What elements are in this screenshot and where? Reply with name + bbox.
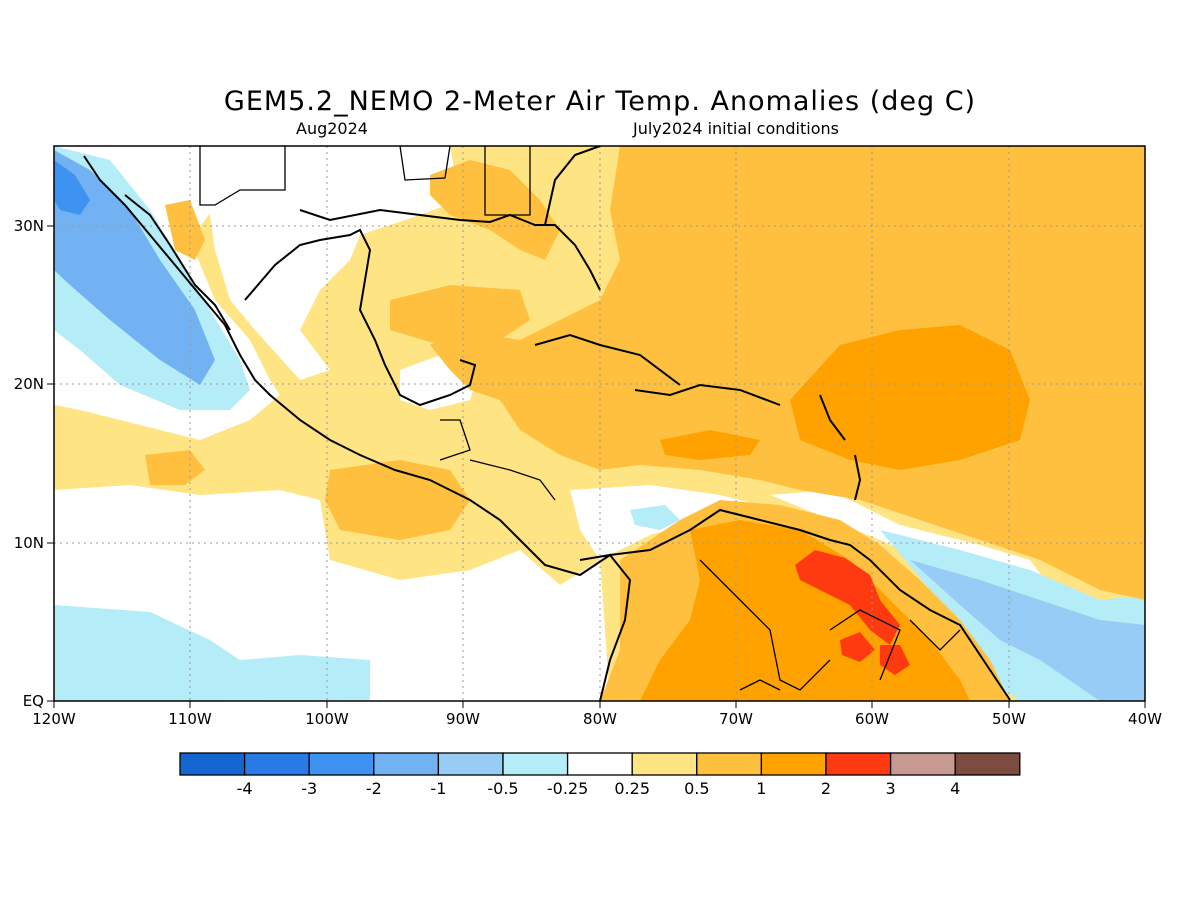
warm-strong-caribbean [660,430,760,460]
valid-month-label: Aug2024 [296,119,368,138]
colorbar-label-5: -0.25 [547,779,588,798]
warm-mid-central-america [325,460,470,540]
colorbar-swatch-12 [954,752,1021,776]
colorbar-swatch-7 [631,752,698,776]
warm-mid-gulf-coast [430,160,560,260]
warm-mid-gulf [390,285,530,345]
colorbar-swatch-5 [502,752,569,776]
lat-label-20n: 20N [14,375,44,393]
hot-guiana-north [795,550,900,645]
political-borders [199,146,961,691]
lat-label-eq: EQ [23,692,44,710]
cold-mid-amazon-coast [910,560,1145,701]
colorbar-swatch-6 [566,752,633,776]
lon-label-110w: 110W [168,710,212,728]
chart-title: GEM5.2_NEMO 2-Meter Air Temp. Anomalies … [223,86,977,117]
colorbar-label-0: -4 [237,779,253,798]
coastlines [83,146,1011,701]
lon-label-60w: 60W [855,710,889,728]
colorbar-label-2: -2 [366,779,382,798]
warm-mid-west-mexico [165,200,205,260]
cold-mid-baja [54,150,215,385]
colorbar-swatch-0 [179,752,246,776]
colorbar-label-3: -1 [430,779,446,798]
colorbar-label-9: 2 [821,779,831,798]
lon-label-120w: 120W [32,710,76,728]
hot-guiana-south [840,632,875,662]
lat-labels: EQ 10N 20N 30N [14,217,44,710]
colorbar-labels: -4 -3 -2 -1 -0.5 -0.25 0.25 0.5 1 2 3 4 [237,779,961,798]
anomaly-field [54,146,1145,701]
map-gridlines [54,146,1145,701]
colorbar-swatch-2 [308,752,375,776]
colorbar-swatches [179,752,1021,776]
lon-labels: 120W 110W 100W 90W 80W 70W 60W 50W 40W [32,710,1162,728]
lon-label-100w: 100W [305,710,349,728]
lon-label-50w: 50W [992,710,1026,728]
colorbar-label-8: 1 [756,779,766,798]
colorbar-swatch-10 [825,752,892,776]
colorbar-label-1: -3 [301,779,317,798]
colorbar-swatch-1 [243,752,310,776]
colorbar-label-11: 4 [950,779,960,798]
initial-conditions-label: July2024 initial conditions [633,119,839,138]
lon-label-90w: 90W [446,710,480,728]
warm-mid-atlantic [430,146,1145,600]
colorbar-label-10: 3 [886,779,896,798]
colorbar-swatch-3 [373,752,440,776]
lat-label-10n: 10N [14,534,44,552]
warm-strong-central-atlantic [790,325,1030,470]
lon-label-40w: 40W [1128,710,1162,728]
colorbar-label-7: 0.5 [684,779,709,798]
colorbar-label-4: -0.5 [487,779,518,798]
colorbar: -4 -3 -2 -1 -0.5 -0.25 0.25 0.5 1 2 3 4 [179,752,1021,798]
cold-weak-caribbean-spot [630,505,680,530]
lon-label-70w: 70W [719,710,753,728]
cold-weak-south-pacific [54,605,370,701]
colorbar-swatch-9 [760,752,827,776]
colorbar-swatch-11 [889,752,956,776]
colorbar-label-6: 0.25 [614,779,650,798]
colorbar-swatch-4 [437,752,504,776]
cold-strong-baja-core [54,160,90,215]
hot-guiana-east [880,645,910,675]
lon-label-80w: 80W [583,710,617,728]
lat-label-30n: 30N [14,217,44,235]
axis-ticks [47,225,1146,708]
colorbar-swatch-8 [696,752,763,776]
neutral-gulf-north [200,146,460,380]
